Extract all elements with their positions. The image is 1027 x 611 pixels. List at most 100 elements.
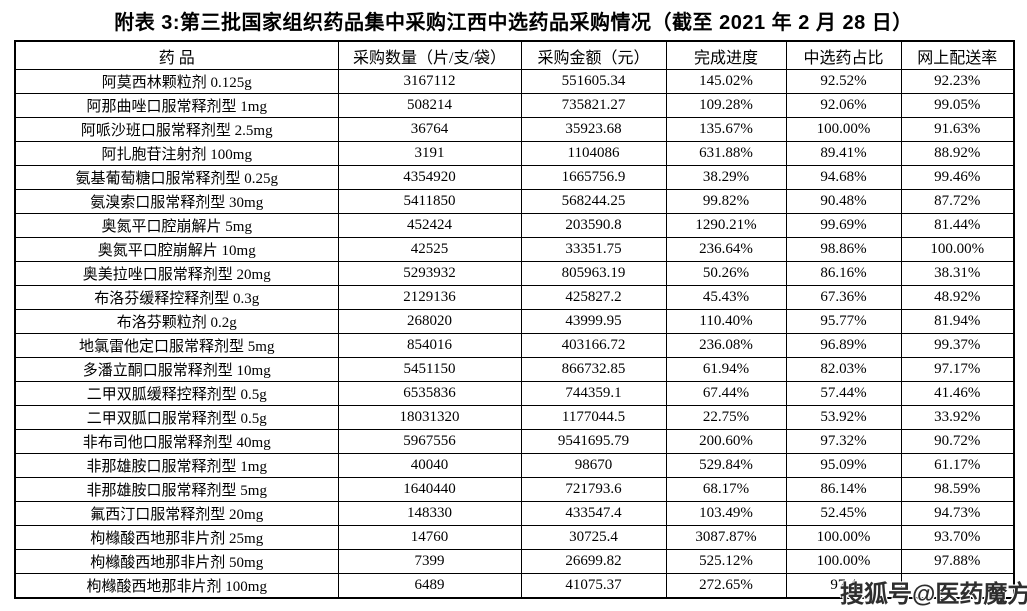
cell-drug: 非那雄胺口服常释剂型 5mg [14,477,339,502]
header-row: 药 品 采购数量（片/支/袋） 采购金额（元） 完成进度 中选药占比 网上配送率 [14,40,1015,70]
cell-selected-share: 57.44% [785,381,902,406]
cell-online-delivery-rate: 99.37% [900,333,1015,358]
column-header-amount: 采购金额（元） [520,40,667,70]
cell-amount: 805963.19 [520,261,667,286]
cell-online-delivery-rate: 94.73% [900,501,1015,526]
cell-quantity: 5293932 [337,261,522,286]
cell-progress: 145.02% [665,69,787,94]
cell-drug: 布洛芬颗粒剂 0.2g [14,309,339,334]
table-header: 药 品 采购数量（片/支/袋） 采购金额（元） 完成进度 中选药占比 网上配送率 [14,40,1015,70]
cell-amount: 866732.85 [520,357,667,382]
table-body: 阿莫西林颗粒剂 0.125g 3167112 551605.34 145.02% 92.… [14,69,1015,599]
cell-drug: 非布司他口服常释剂型 40mg [14,429,339,454]
cell-amount: 26699.82 [520,549,667,574]
cell-amount: 43999.95 [520,309,667,334]
cell-online-delivery-rate: 61.17% [900,453,1015,478]
cell-progress: 38.29% [665,165,787,190]
cell-amount: 35923.68 [520,117,667,142]
cell-drug: 布洛芬缓释控释剂型 0.3g [14,285,339,310]
cell-drug: 奥美拉唑口服常释剂型 20mg [14,261,339,286]
cell-progress: 236.08% [665,333,787,358]
cell-amount: 1104086 [520,141,667,166]
table-row: 枸橼酸西地那非片剂 100mg 6489 41075.37 272.65% 97.4 [14,573,1015,599]
cell-drug: 枸橼酸西地那非片剂 25mg [14,525,339,550]
cell-drug: 地氯雷他定口服常释剂型 5mg [14,333,339,358]
cell-selected-share: 82.03% [785,357,902,382]
cell-quantity: 18031320 [337,405,522,430]
cell-amount: 425827.2 [520,285,667,310]
cell-amount: 41075.37 [520,573,667,599]
cell-amount: 735821.27 [520,93,667,118]
cell-online-delivery-rate: 81.94% [900,309,1015,334]
table-row: 布洛芬颗粒剂 0.2g 268020 43999.95 110.40% 95.77% 81… [14,309,1015,334]
cell-drug: 枸橼酸西地那非片剂 100mg [14,573,339,599]
cell-selected-share: 98.86% [785,237,902,262]
cell-drug: 阿扎胞苷注射剂 100mg [14,141,339,166]
cell-amount: 721793.6 [520,477,667,502]
cell-selected-share: 52.45% [785,501,902,526]
cell-progress: 272.65% [665,573,787,599]
cell-progress: 45.43% [665,285,787,310]
table-row: 阿那曲唑口服常释剂型 1mg 508214 735821.27 109.28% 92.0… [14,93,1015,118]
cell-quantity: 508214 [337,93,522,118]
cell-online-delivery-rate [900,573,1015,599]
cell-selected-share: 86.14% [785,477,902,502]
cell-quantity: 3191 [337,141,522,166]
cell-drug: 氟西汀口服常释剂型 20mg [14,501,339,526]
cell-selected-share: 67.36% [785,285,902,310]
cell-selected-share: 89.41% [785,141,902,166]
cell-online-delivery-rate: 97.88% [900,549,1015,574]
cell-amount: 568244.25 [520,189,667,214]
cell-online-delivery-rate: 99.46% [900,165,1015,190]
cell-amount: 551605.34 [520,69,667,94]
cell-drug: 阿哌沙班口服常释剂型 2.5mg [14,117,339,142]
cell-online-delivery-rate: 91.63% [900,117,1015,142]
table-row: 非那雄胺口服常释剂型 1mg 40040 98670 529.84% 95.09% 61.… [14,453,1015,478]
cell-quantity: 42525 [337,237,522,262]
cell-drug: 氨溴索口服常释剂型 30mg [14,189,339,214]
cell-quantity: 4354920 [337,165,522,190]
cell-progress: 1290.21% [665,213,787,238]
cell-progress: 631.88% [665,141,787,166]
cell-quantity: 3167112 [337,69,522,94]
cell-amount: 1665756.9 [520,165,667,190]
cell-online-delivery-rate: 93.70% [900,525,1015,550]
cell-drug: 二甲双胍口服常释剂型 0.5g [14,405,339,430]
cell-online-delivery-rate: 99.05% [900,93,1015,118]
table-row: 多潘立酮口服常释剂型 10mg 5451150 866732.85 61.94% 82.… [14,357,1015,382]
cell-drug: 多潘立酮口服常释剂型 10mg [14,357,339,382]
table-row: 二甲双胍口服常释剂型 0.5g 18031320 1177044.5 22.75% 53… [14,405,1015,430]
cell-amount: 33351.75 [520,237,667,262]
cell-drug: 阿莫西林颗粒剂 0.125g [14,69,339,94]
cell-online-delivery-rate: 81.44% [900,213,1015,238]
cell-quantity: 5967556 [337,429,522,454]
column-header-online-delivery-rate: 网上配送率 [900,40,1015,70]
cell-selected-share: 99.69% [785,213,902,238]
cell-online-delivery-rate: 97.17% [900,357,1015,382]
cell-quantity: 148330 [337,501,522,526]
cell-online-delivery-rate: 90.72% [900,429,1015,454]
cell-drug: 阿那曲唑口服常释剂型 1mg [14,93,339,118]
page-title: 附表 3:第三批国家组织药品集中采购江西中选药品采购情况（截至 2021 年 2… [114,12,913,34]
cell-quantity: 854016 [337,333,522,358]
table-row: 奥氮平口腔崩解片 5mg 452424 203590.8 1290.21% 99.69%… [14,213,1015,238]
cell-selected-share: 96.89% [785,333,902,358]
cell-online-delivery-rate: 48.92% [900,285,1015,310]
column-header-quantity: 采购数量（片/支/袋） [337,40,522,70]
cell-amount: 433547.4 [520,501,667,526]
cell-online-delivery-rate: 38.31% [900,261,1015,286]
cell-progress: 110.40% [665,309,787,334]
cell-quantity: 452424 [337,213,522,238]
cell-progress: 50.26% [665,261,787,286]
cell-quantity: 1640440 [337,477,522,502]
cell-amount: 403166.72 [520,333,667,358]
cell-quantity: 268020 [337,309,522,334]
cell-drug: 枸橼酸西地那非片剂 50mg [14,549,339,574]
cell-amount: 744359.1 [520,381,667,406]
table-row: 非那雄胺口服常释剂型 5mg 1640440 721793.6 68.17% 86.14… [14,477,1015,502]
cell-selected-share: 94.68% [785,165,902,190]
cell-quantity: 5411850 [337,189,522,214]
cell-drug: 奥氮平口腔崩解片 5mg [14,213,339,238]
cell-quantity: 14760 [337,525,522,550]
